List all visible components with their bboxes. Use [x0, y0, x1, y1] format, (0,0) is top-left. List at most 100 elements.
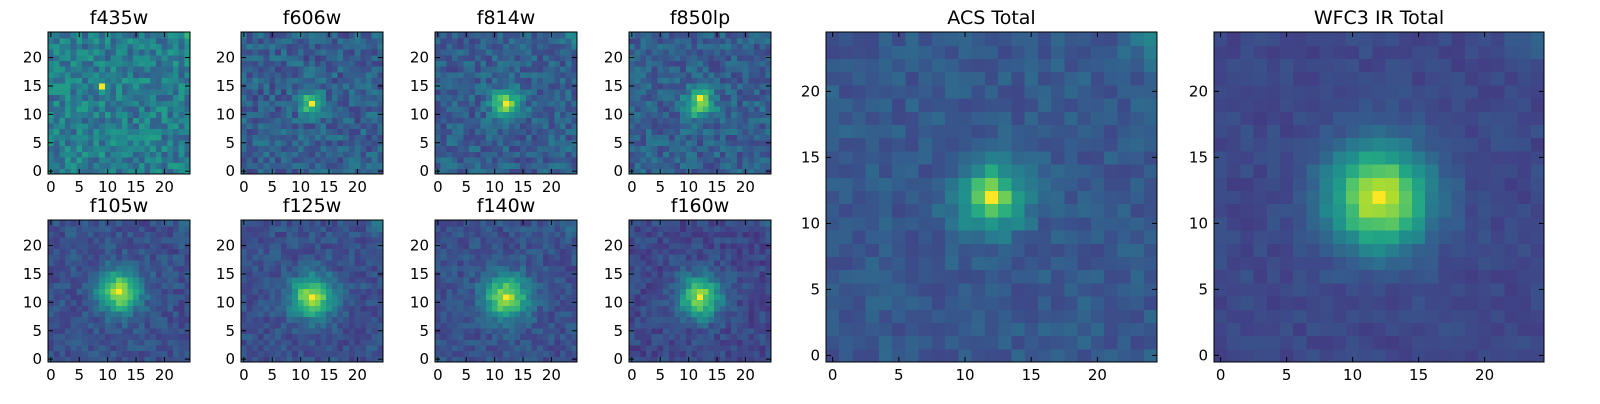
- heatmap-cell: [338, 83, 344, 89]
- heatmap-cell: [714, 157, 720, 163]
- heatmap-cell: [526, 151, 532, 157]
- heatmap-cell: [59, 60, 65, 66]
- heatmap-cell: [646, 339, 652, 345]
- heatmap-cell: [748, 311, 754, 317]
- heatmap-cell: [760, 328, 766, 334]
- heatmap-cell: [133, 243, 139, 249]
- heatmap-cell: [258, 294, 264, 300]
- heatmap-cell: [343, 311, 349, 317]
- heatmap-cell: [298, 94, 304, 100]
- x-tick-label: 15: [513, 178, 532, 196]
- heatmap-cell: [65, 311, 71, 317]
- heatmap-cell: [116, 243, 122, 249]
- heatmap-cell: [360, 288, 366, 294]
- heatmap-cell: [162, 334, 168, 340]
- heatmap-cell: [338, 220, 344, 226]
- heatmap-cell: [486, 106, 492, 112]
- heatmap-cell: [748, 89, 754, 95]
- heatmap-cell: [349, 351, 355, 357]
- heatmap-cell: [179, 311, 185, 317]
- heatmap-cell: [93, 271, 99, 277]
- heatmap-cell: [566, 72, 572, 78]
- heatmap-cell: [492, 66, 498, 72]
- heatmap-cell: [554, 220, 560, 226]
- heatmap-cell: [720, 151, 726, 157]
- heatmap-cell: [657, 106, 663, 112]
- heatmap-cell: [292, 72, 298, 78]
- heatmap-cell: [560, 112, 566, 118]
- heatmap-cell: [691, 89, 697, 95]
- heatmap-cell: [179, 100, 185, 106]
- heatmap-cell: [503, 112, 509, 118]
- heatmap-cell: [480, 146, 486, 152]
- heatmap-cell: [646, 151, 652, 157]
- heatmap-cell: [657, 157, 663, 163]
- heatmap-cell: [110, 277, 116, 283]
- heatmap-cell: [703, 129, 709, 135]
- heatmap-cell: [116, 49, 122, 55]
- heatmap-cell: [486, 317, 492, 323]
- heatmap-cell: [469, 123, 475, 129]
- heatmap-cell: [452, 243, 458, 249]
- heatmap-cell: [360, 265, 366, 271]
- heatmap-cell: [128, 112, 134, 118]
- heatmap-cell: [691, 294, 697, 300]
- heatmap-cell: [88, 38, 94, 44]
- heatmap-cell: [139, 89, 145, 95]
- heatmap-cell: [754, 55, 760, 61]
- heatmap-cell: [674, 55, 680, 61]
- heatmap-cell: [366, 72, 372, 78]
- heatmap-cell: [709, 300, 715, 306]
- heatmap-cell: [139, 294, 145, 300]
- heatmap-cell: [286, 334, 292, 340]
- heatmap-cell: [275, 83, 281, 89]
- heatmap-cell: [503, 55, 509, 61]
- heatmap-cell: [59, 334, 65, 340]
- heatmap-cell: [241, 100, 247, 106]
- heatmap-cell: [509, 140, 515, 146]
- heatmap-cell: [486, 271, 492, 277]
- heatmap-cell: [475, 277, 481, 283]
- heatmap-cell: [286, 322, 292, 328]
- heatmap-cell: [343, 123, 349, 129]
- heatmap-cell: [754, 163, 760, 169]
- heatmap-cell: [543, 271, 549, 277]
- heatmap-cell: [760, 38, 766, 44]
- heatmap-cell: [167, 254, 173, 260]
- heatmap-cell: [366, 66, 372, 72]
- heatmap-cell: [139, 260, 145, 266]
- x-tick-label: 5: [461, 366, 471, 384]
- heatmap-cell: [760, 77, 766, 83]
- heatmap-cell: [748, 43, 754, 49]
- heatmap-cell: [258, 49, 264, 55]
- heatmap-cell: [537, 83, 543, 89]
- heatmap-cell: [680, 277, 686, 283]
- heatmap-cell: [179, 66, 185, 72]
- heatmap-cell: [452, 237, 458, 243]
- heatmap-cell: [372, 237, 378, 243]
- heatmap-cell: [150, 129, 156, 135]
- heatmap-cell: [446, 83, 452, 89]
- heatmap-cell: [566, 106, 572, 112]
- heatmap-cell: [241, 60, 247, 66]
- heatmap-cell: [441, 94, 447, 100]
- x-tick-label: 0: [433, 366, 443, 384]
- heatmap-cell: [48, 66, 54, 72]
- heatmap-cell: [754, 129, 760, 135]
- heatmap-cell: [697, 317, 703, 323]
- heatmap-cell: [720, 49, 726, 55]
- heatmap-cell: [93, 345, 99, 351]
- heatmap-cell: [59, 339, 65, 345]
- heatmap-cell: [446, 271, 452, 277]
- heatmap-cell: [355, 305, 361, 311]
- heatmap-cell: [446, 339, 452, 345]
- heatmap-cell: [82, 328, 88, 334]
- heatmap-cell: [105, 140, 111, 146]
- heatmap-cell: [441, 89, 447, 95]
- heatmap-cell: [463, 260, 469, 266]
- heatmap-cell: [303, 83, 309, 89]
- heatmap-cell: [463, 254, 469, 260]
- heatmap-cell: [156, 339, 162, 345]
- heatmap-cell: [366, 220, 372, 226]
